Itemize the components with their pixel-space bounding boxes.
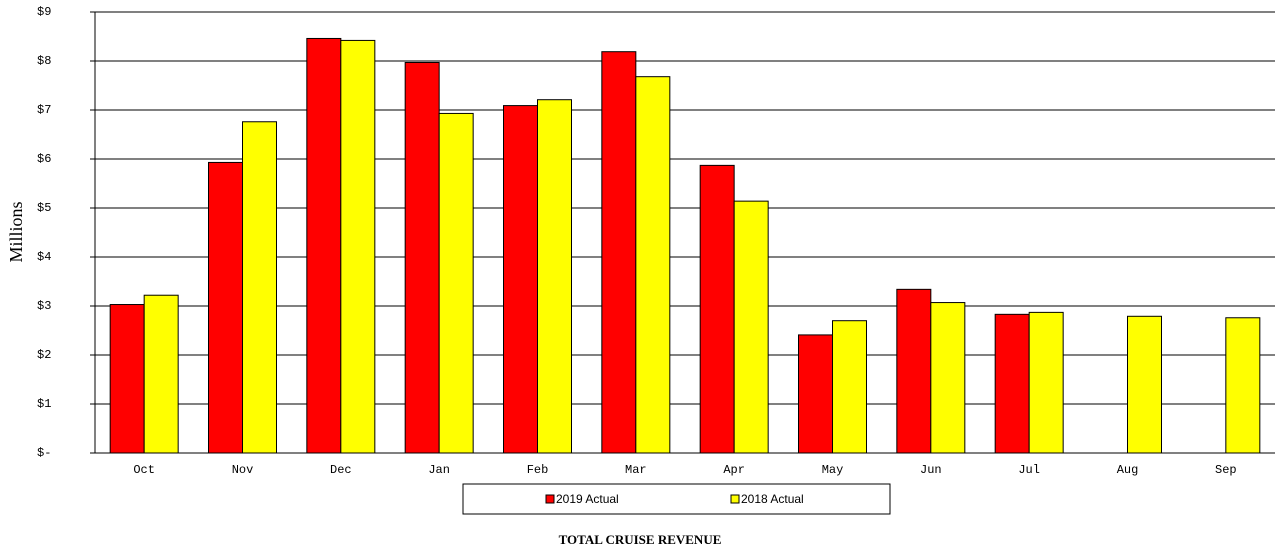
bar: [832, 320, 867, 454]
legend-box: [462, 483, 891, 515]
legend-label: 2019 Actual: [556, 492, 619, 506]
bar: [306, 37, 342, 454]
bar: [242, 121, 277, 454]
bar: [143, 294, 179, 454]
bar: [699, 164, 735, 454]
y-tick-label: $7: [37, 103, 51, 117]
y-tick-label: $2: [37, 348, 51, 362]
legend-label: 2018 Actual: [741, 492, 804, 506]
bar: [994, 313, 1030, 454]
x-tick-label: May: [822, 463, 844, 477]
x-tick-label: Feb: [527, 463, 549, 477]
bar: [438, 112, 474, 454]
bar: [896, 288, 932, 454]
legend-swatch: [545, 494, 555, 504]
bar: [733, 200, 769, 454]
bar: [109, 304, 145, 454]
legend-swatch: [730, 494, 740, 504]
bar: [537, 99, 572, 454]
y-tick-label: $8: [37, 54, 51, 68]
x-tick-label: Mar: [625, 463, 647, 477]
bar: [1225, 317, 1261, 454]
bar: [1028, 311, 1064, 454]
x-tick-label: Nov: [232, 463, 254, 477]
y-tick-label: $6: [37, 152, 51, 166]
y-tick-label: $5: [37, 201, 51, 215]
chart-title: TOTAL CRUISE REVENUE: [559, 532, 722, 547]
bar: [930, 302, 966, 454]
bar: [1127, 315, 1162, 454]
x-tick-label: Apr: [723, 463, 745, 477]
bar: [340, 39, 376, 454]
y-tick-label: $-: [37, 446, 51, 460]
y-tick-label: $9: [37, 5, 51, 19]
bar: [635, 76, 671, 454]
y-tick-label: $3: [37, 299, 51, 313]
y-tick-label: $1: [37, 397, 51, 411]
x-tick-label: Sep: [1215, 463, 1237, 477]
x-tick-label: Jan: [428, 463, 450, 477]
bar: [208, 161, 243, 454]
x-tick-label: Aug: [1117, 463, 1139, 477]
y-axis-label: Millions: [6, 201, 26, 262]
bar: [798, 334, 833, 454]
bar: [601, 51, 637, 454]
bar: [503, 105, 538, 454]
y-tick-label: $4: [37, 250, 51, 264]
x-tick-label: Oct: [133, 463, 155, 477]
x-tick-label: Jun: [920, 463, 942, 477]
x-tick-label: Jul: [1018, 463, 1040, 477]
bar: [404, 61, 440, 454]
x-tick-label: Dec: [330, 463, 352, 477]
